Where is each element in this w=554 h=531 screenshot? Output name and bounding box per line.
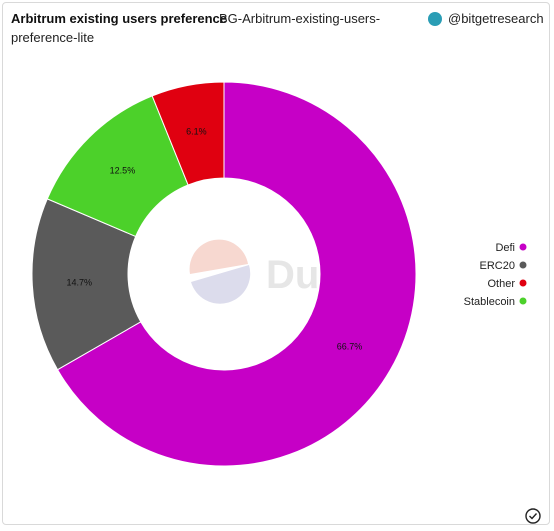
legend-swatch: [519, 297, 527, 305]
check-icon[interactable]: [525, 508, 541, 524]
subtitle-line: BG-Arbitrum-existing-users-: [219, 11, 380, 26]
subtitle-line: preference-lite: [11, 30, 94, 45]
slice: [56, 81, 417, 467]
value-label: 14.7%: [66, 278, 92, 288]
chart: Arbitrum existing users preference @bitg…: [11, 11, 544, 524]
legend-label: Defi: [495, 242, 515, 254]
slice: [151, 81, 225, 186]
author-icon: [428, 12, 442, 26]
chart-title: Arbitrum existing users preference: [11, 11, 227, 26]
subtitle: BG-Arbitrum-existing-users-preference-li…: [11, 11, 380, 45]
value-label: 12.5%: [110, 166, 136, 176]
legend-swatch: [519, 243, 527, 251]
author[interactable]: @bitgetresearch: [448, 11, 544, 26]
value-label: 6.1%: [186, 127, 207, 137]
legend-swatch: [519, 261, 527, 269]
legend-label: ERC20: [480, 260, 515, 272]
legend-label: Stablecoin: [464, 296, 515, 308]
watermark-logo: [189, 239, 248, 274]
legend-swatch: [519, 279, 527, 287]
value-label: 66.7%: [337, 342, 363, 352]
slice: [31, 198, 142, 371]
watermark-logo: [191, 265, 251, 304]
card: Arbitrum existing users preference @bitg…: [2, 2, 550, 525]
legend-label: Other: [487, 278, 515, 290]
